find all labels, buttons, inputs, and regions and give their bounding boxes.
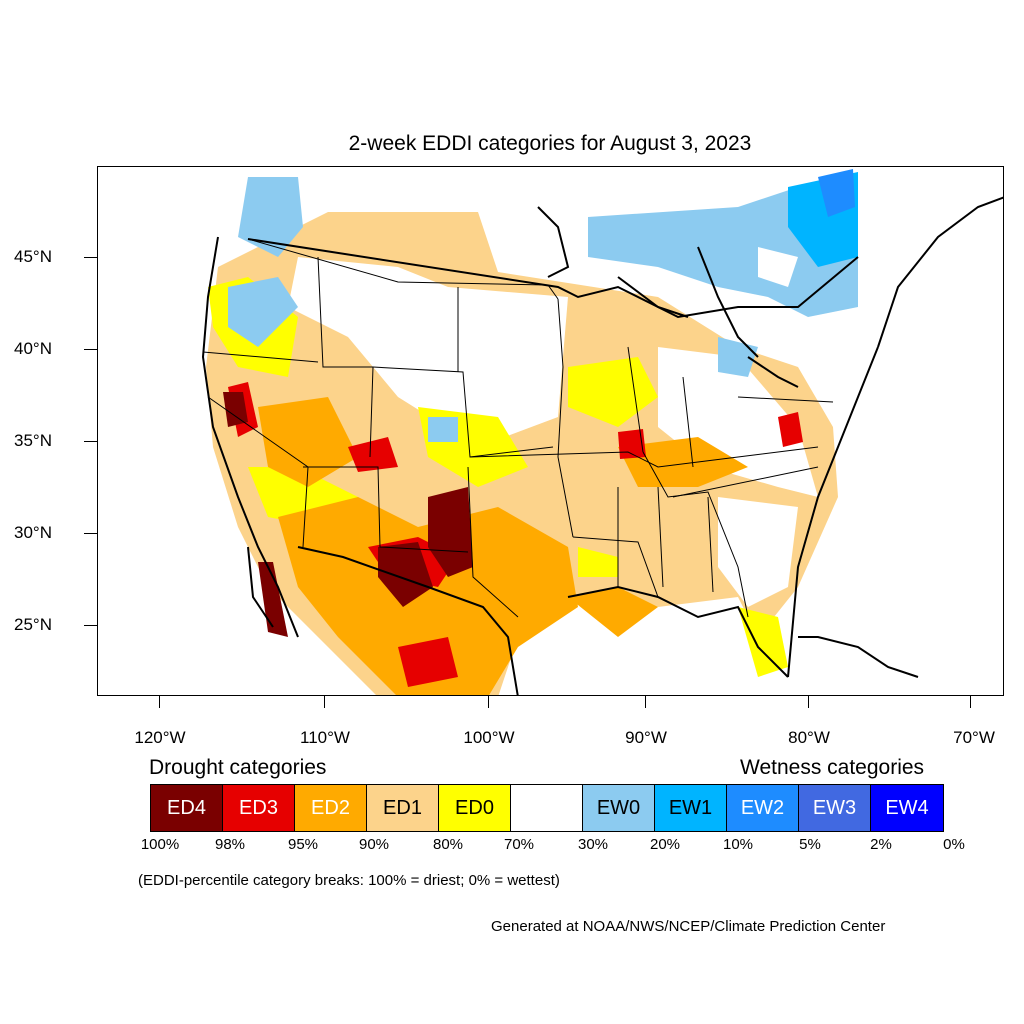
conus-eddi-map [201, 169, 1003, 695]
lat-tick-25 [84, 625, 97, 626]
lon-label-120: 120°W [134, 728, 186, 747]
lat-label-35: 35°N [14, 431, 52, 450]
lat-tick-30 [84, 533, 97, 534]
percentile-80: 80% [432, 836, 464, 853]
legend-box-ed4: ED4 [151, 785, 223, 831]
lon-label-70: 70°W [953, 728, 995, 747]
lon-tick-100 [488, 696, 489, 708]
lat-label-40: 40°N [14, 339, 52, 358]
map-panel [97, 166, 1004, 696]
state-boundaries [202, 238, 834, 618]
percentile-70: 70% [503, 836, 535, 853]
legend-box-ed3: ED3 [223, 785, 295, 831]
lon-label-100: 100°W [463, 728, 515, 747]
legend-box-neutral [511, 785, 583, 831]
lon-tick-110 [324, 696, 325, 708]
map-title: 2-week EDDI categories for August 3, 202… [348, 132, 752, 155]
lon-tick-90 [645, 696, 646, 708]
legend-box-ew0: EW0 [583, 785, 655, 831]
lat-label-45: 45°N [14, 247, 52, 266]
lon-label-80: 80°W [788, 728, 830, 747]
legend-box-ed1: ED1 [367, 785, 439, 831]
percentile-98: 98% [214, 836, 246, 853]
legend-box-ew3: EW3 [799, 785, 871, 831]
lon-tick-120 [159, 696, 160, 708]
legend-box-ed0: ED0 [439, 785, 511, 831]
percentile-20: 20% [649, 836, 681, 853]
lon-label-90: 90°W [625, 728, 667, 747]
percentile-10: 10% [722, 836, 754, 853]
lat-label-30: 30°N [14, 523, 52, 542]
lat-label-25: 25°N [14, 615, 52, 634]
percentile-5: 5% [799, 836, 821, 853]
lat-tick-35 [84, 441, 97, 442]
lon-tick-70 [970, 696, 971, 708]
credit-line: Generated at NOAA/NWS/NCEP/Climate Predi… [491, 918, 886, 935]
coastlines [201, 196, 1003, 695]
lon-label-110: 110°W [300, 728, 350, 747]
percentile-30: 30% [577, 836, 609, 853]
eddi-shading [206, 169, 858, 695]
lat-tick-40 [84, 349, 97, 350]
wetness-categories-heading: Wetness categories [740, 756, 925, 779]
percentile-100: 100% [140, 836, 180, 853]
category-legend: ED4 ED3 ED2 ED1 ED0 EW0 EW1 EW2 EW3 EW4 [150, 784, 944, 832]
legend-box-ed2: ED2 [295, 785, 367, 831]
percentile-90: 90% [358, 836, 390, 853]
category-breaks-note: (EDDI-percentile category breaks: 100% =… [138, 872, 560, 889]
percentile-95: 95% [287, 836, 319, 853]
percentile-0: 0% [943, 836, 965, 853]
lat-tick-45 [84, 257, 97, 258]
legend-box-ew1: EW1 [655, 785, 727, 831]
lon-tick-80 [808, 696, 809, 708]
percentile-2: 2% [870, 836, 892, 853]
legend-box-ew4: EW4 [871, 785, 943, 831]
drought-categories-heading: Drought categories [149, 756, 327, 779]
legend-box-ew2: EW2 [727, 785, 799, 831]
